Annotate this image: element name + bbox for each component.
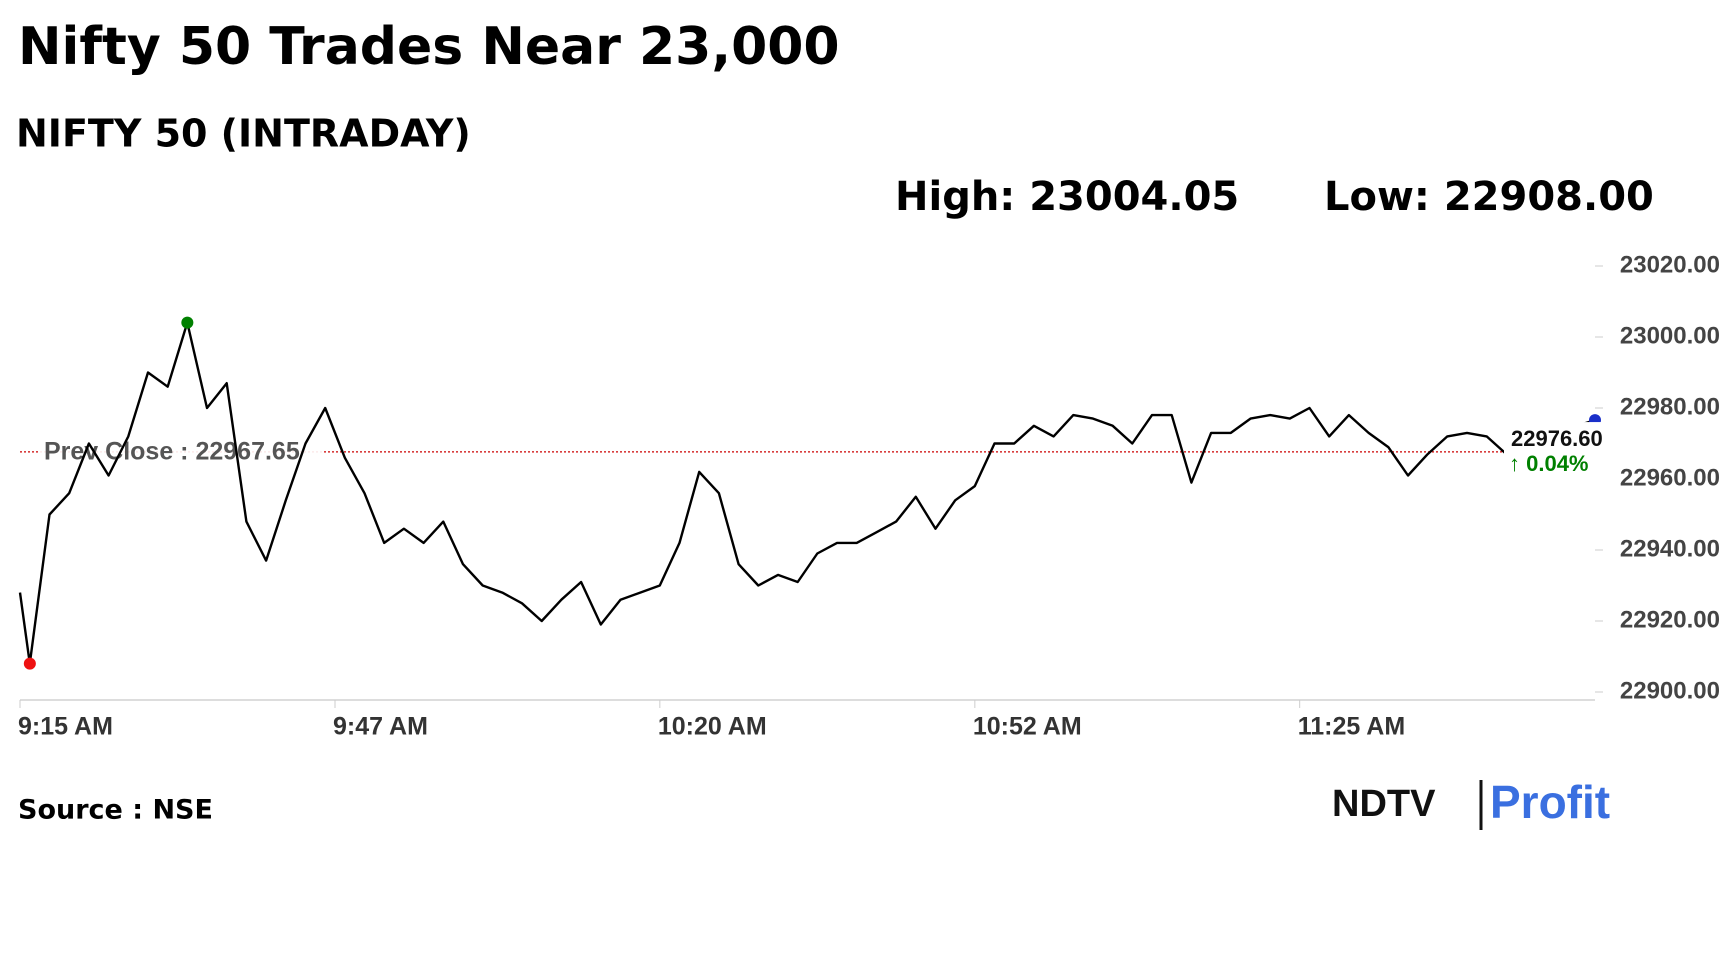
source: Source : NSE — [18, 795, 213, 826]
last-label-bg — [1504, 422, 1608, 481]
x-tick-label: 9:47 AM — [333, 713, 428, 741]
chart-title: Nifty 50 Trades Near 23,000 — [18, 17, 840, 77]
x-tick-label: 9:15 AM — [18, 713, 113, 741]
x-tick-label: 10:20 AM — [658, 713, 767, 741]
y-tick-label: 22900.00 — [1620, 677, 1720, 704]
chart-subtitle: NIFTY 50 (INTRADAY) — [16, 112, 471, 156]
logo-profit: Profit — [1490, 776, 1610, 828]
y-tick-label: 23000.00 — [1620, 322, 1720, 349]
y-tick-label: 22960.00 — [1620, 464, 1720, 491]
x-tick-label: 11:25 AM — [1298, 713, 1405, 741]
high-dot — [181, 316, 194, 329]
low-dot — [23, 657, 36, 670]
last-price-label: 22976.60 — [1511, 426, 1603, 451]
price-line — [18, 321, 1596, 665]
y-tick-label: 22980.00 — [1620, 393, 1720, 420]
change-label: ↑ 0.04% — [1509, 451, 1589, 476]
x-tick-label: 10:52 AM — [973, 713, 1082, 741]
y-tick-label: 23020.00 — [1620, 251, 1720, 278]
logo-ndtv: NDTV — [1332, 783, 1436, 825]
y-tick-label: 22940.00 — [1620, 535, 1720, 562]
y-tick-label: 22920.00 — [1620, 606, 1720, 633]
high-text: High: 23004.05 — [895, 174, 1239, 220]
low-text: Low: 22908.00 — [1324, 174, 1654, 220]
